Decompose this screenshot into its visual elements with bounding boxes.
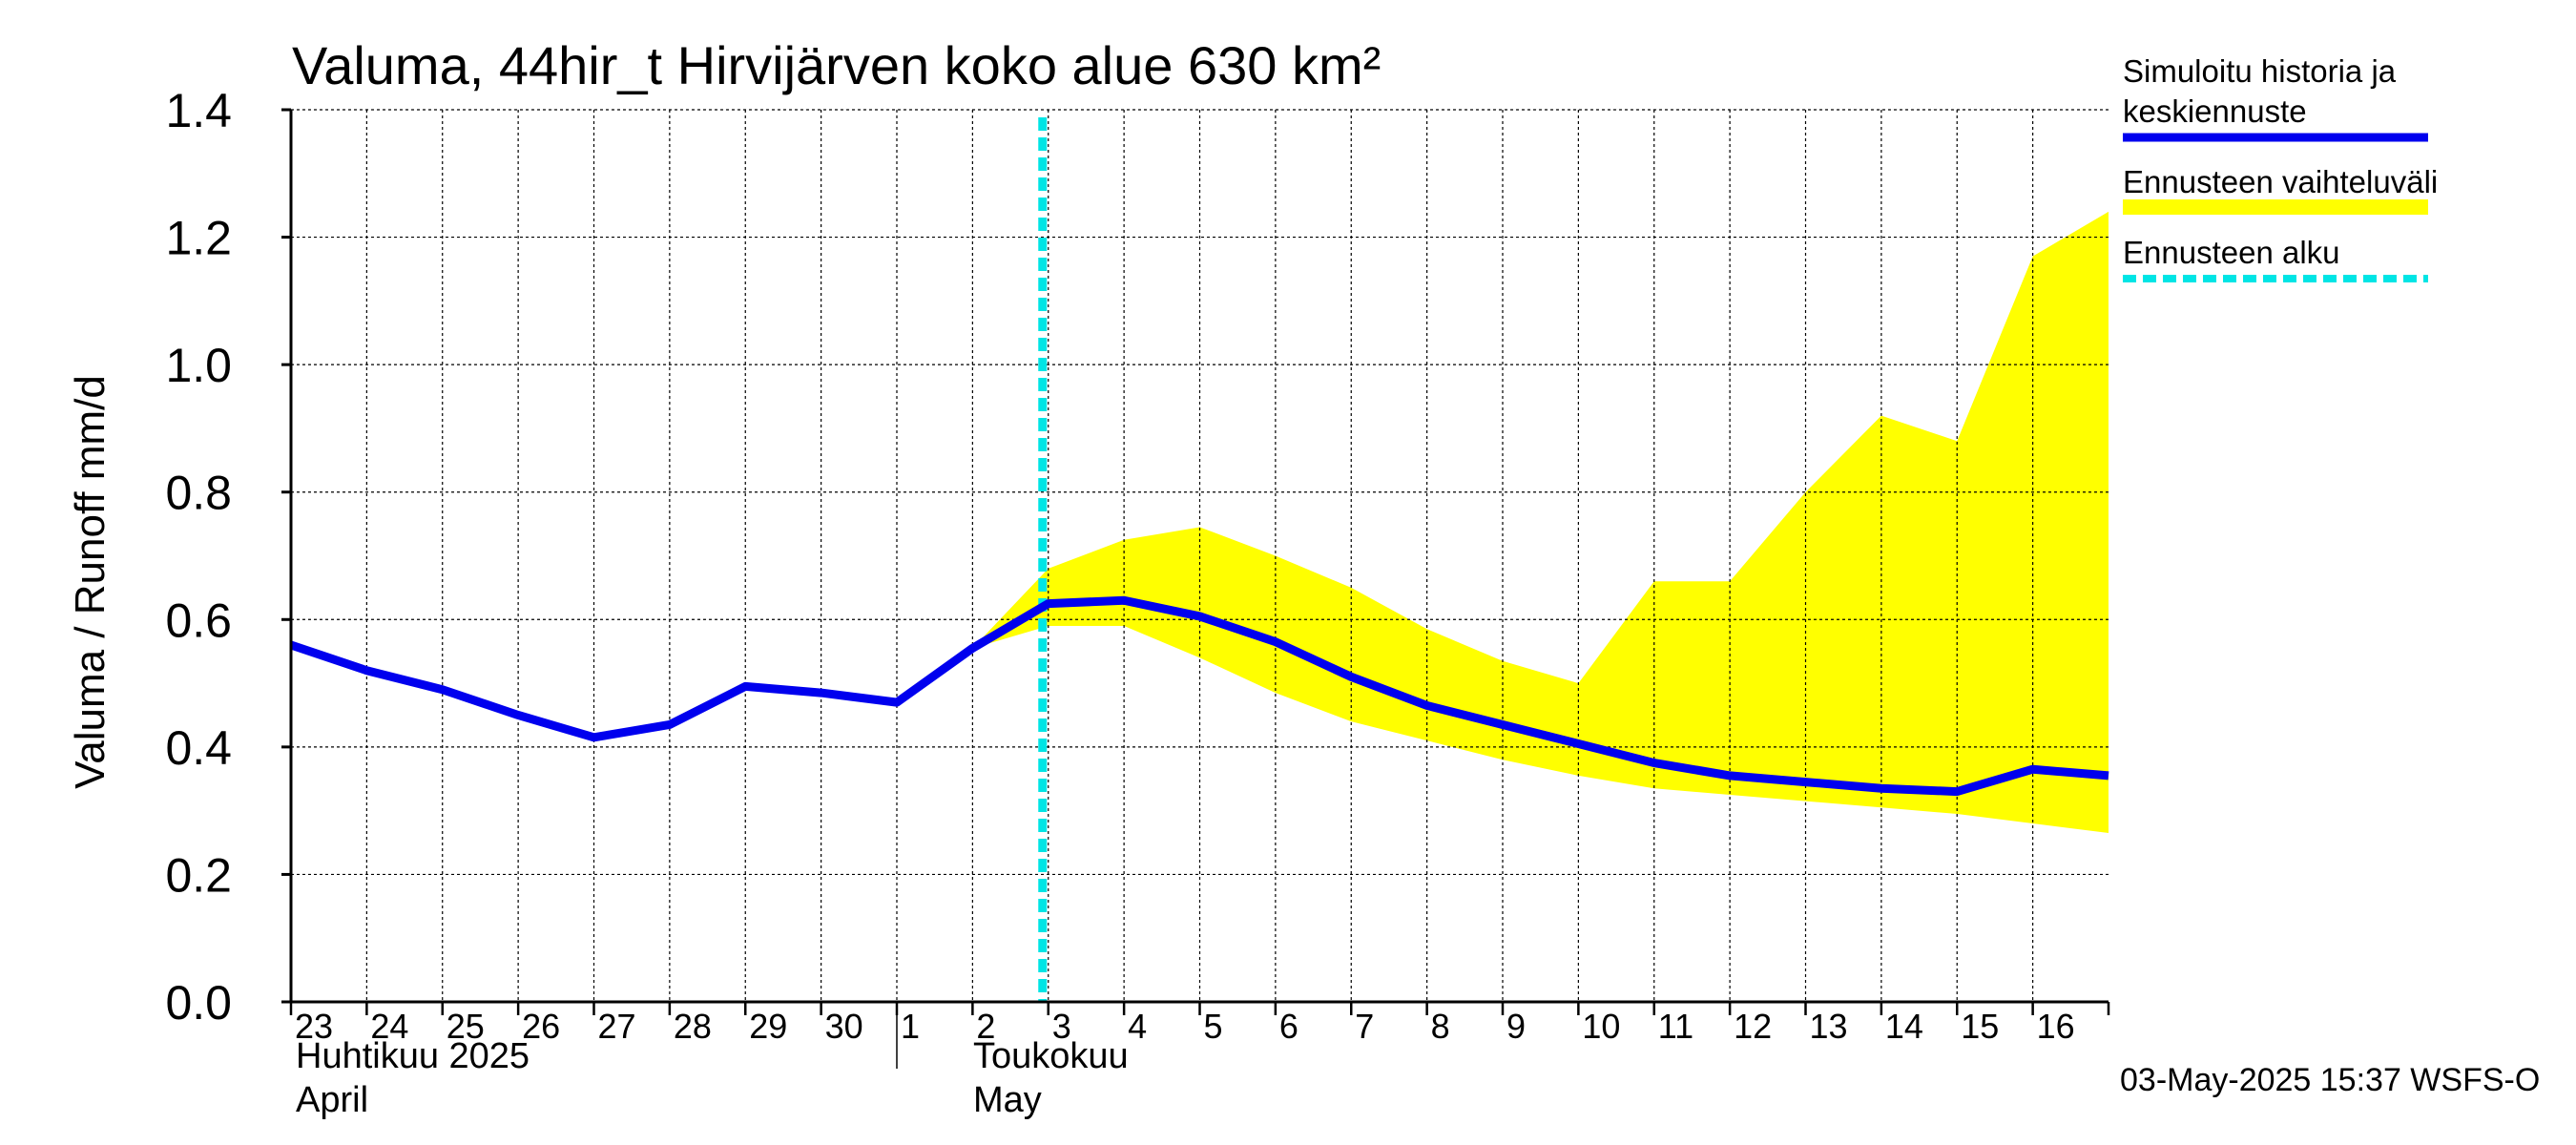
x-tick-label: 3 [1052, 1007, 1071, 1046]
y-tick-label: 1.0 [165, 339, 232, 392]
x-tick-label: 5 [1204, 1007, 1223, 1046]
x-tick-label: 11 [1658, 1007, 1693, 1046]
legend-history-label-line1: Simuloitu historia ja [2123, 53, 2397, 89]
x-tick-label: 26 [522, 1007, 560, 1046]
legend-forecast-start-label: Ennusteen alku [2123, 235, 2340, 270]
x-tick-label: 29 [749, 1007, 787, 1046]
x-tick-label: 30 [825, 1007, 863, 1046]
month-label-april-fi: Huhtikuu 2025 [296, 1036, 530, 1076]
legend-history-label-line2: keskiennuste [2123, 94, 2307, 129]
y-tick-label: 0.8 [165, 467, 232, 520]
y-tick-label: 0.0 [165, 976, 232, 1030]
forecast-range-area [972, 211, 2109, 834]
x-tick-label: 28 [674, 1007, 712, 1046]
y-tick-label: 1.4 [165, 84, 232, 137]
chart-title: Valuma, 44hir_t Hirvijärven koko alue 63… [292, 35, 1381, 95]
x-tick-label: 25 [447, 1007, 485, 1046]
x-tick-label: 27 [598, 1007, 636, 1046]
month-label-april-en: April [296, 1080, 369, 1120]
x-tick-label: 9 [1506, 1007, 1526, 1046]
tick-label-layer: 0.00.20.40.60.81.01.21.423 24 25 26 27 28 29 30… [165, 84, 2074, 1046]
y-axis-label: Valuma / Runoff mm/d [67, 375, 114, 789]
y-tick-label: 0.2 [165, 848, 232, 902]
x-tick-label: 1 [901, 1007, 920, 1046]
x-tick-label: 14 [1885, 1007, 1923, 1046]
x-tick-label: 16 [2037, 1007, 2075, 1046]
x-tick-label: 12 [1734, 1007, 1772, 1046]
x-tick-label: 13 [1810, 1007, 1848, 1046]
y-tick-label: 1.2 [165, 212, 232, 265]
x-tick-label: 6 [1279, 1007, 1298, 1046]
x-tick-label: 2 [976, 1007, 995, 1046]
history-mean-line [289, 595, 2109, 797]
x-tick-label: 8 [1431, 1007, 1450, 1046]
legend-layer [2123, 133, 2428, 282]
month-label-may-fi: Toukokuu [973, 1036, 1129, 1076]
legend-range-label: Ennusteen vaihteluväli [2123, 164, 2439, 199]
axis-layer [281, 108, 2110, 1069]
y-tick-label: 0.6 [165, 593, 232, 647]
forecast-range-layer [972, 211, 2109, 834]
x-tick-label: 24 [370, 1007, 408, 1046]
month-label-may-en: May [973, 1080, 1042, 1120]
history-line-layer [289, 595, 2109, 797]
x-tick-label: 15 [1961, 1007, 1999, 1046]
timestamp: 03-May-2025 15:37 WSFS-O [2120, 1062, 2541, 1098]
x-tick-label: 23 [295, 1007, 333, 1046]
x-tick-label: 10 [1582, 1007, 1620, 1046]
x-tick-label: 4 [1128, 1007, 1147, 1046]
y-tick-label: 0.4 [165, 721, 232, 775]
x-tick-label: 7 [1355, 1007, 1374, 1046]
